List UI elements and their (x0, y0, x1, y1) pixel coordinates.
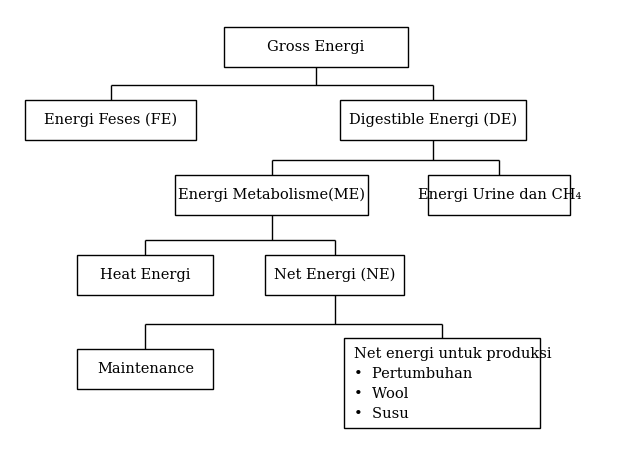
FancyBboxPatch shape (224, 27, 408, 67)
Text: Net Energi (NE): Net Energi (NE) (274, 268, 396, 282)
Text: Gross Energi: Gross Energi (267, 40, 365, 54)
FancyBboxPatch shape (175, 175, 368, 215)
FancyBboxPatch shape (265, 255, 404, 295)
Text: Energi Urine dan CH₄: Energi Urine dan CH₄ (418, 188, 581, 202)
Text: Net energi untuk produksi
•  Pertumbuhan
•  Wool
•  Susu: Net energi untuk produksi • Pertumbuhan … (354, 347, 552, 421)
Text: Energi Feses (FE): Energi Feses (FE) (44, 113, 177, 127)
FancyBboxPatch shape (77, 255, 214, 295)
FancyBboxPatch shape (340, 100, 526, 140)
FancyBboxPatch shape (77, 349, 214, 389)
FancyBboxPatch shape (344, 338, 540, 428)
Text: Maintenance: Maintenance (97, 362, 194, 376)
FancyBboxPatch shape (25, 100, 196, 140)
Text: Energi Metabolisme(ME): Energi Metabolisme(ME) (178, 188, 365, 202)
FancyBboxPatch shape (428, 175, 570, 215)
Text: Digestible Energi (DE): Digestible Energi (DE) (349, 113, 517, 127)
Text: Heat Energi: Heat Energi (100, 268, 191, 282)
